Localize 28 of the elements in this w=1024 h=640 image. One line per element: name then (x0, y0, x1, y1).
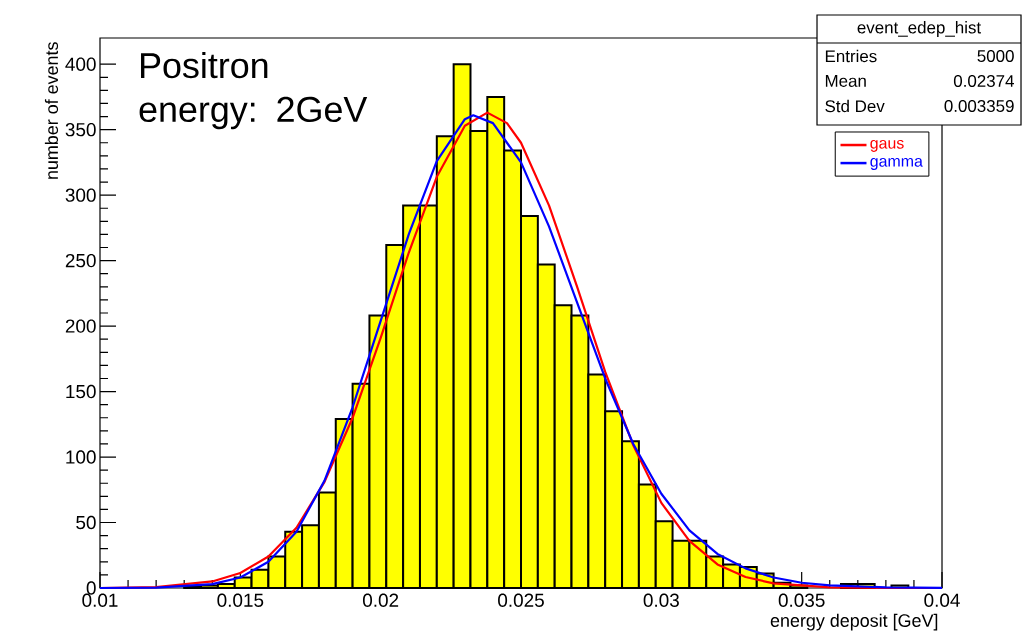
text: 5000 (977, 49, 1014, 62)
annotation: Positron energy: 2GeV (139, 51, 368, 130)
x-tick-label: 0.03 (643, 593, 679, 607)
x-tick-label: 0.04 (924, 593, 960, 607)
text: 0.02374 (953, 74, 1014, 87)
x-tick-label: 0.035 (778, 593, 825, 607)
y-tick-label: 150 (66, 384, 96, 399)
y-tick-label: 350 (65, 122, 96, 137)
y-tick-label: 250 (65, 253, 96, 268)
y-tick-label: 0 (86, 581, 96, 595)
annotation: Entries (825, 49, 877, 63)
legend-label: gamma (870, 158, 923, 170)
x-tick-label: 0.025 (498, 593, 544, 607)
y-tick-label: 400 (65, 57, 96, 71)
x-axis-title: energy deposit [GeV] (770, 613, 938, 631)
x-tick-label: 0.02 (362, 593, 399, 607)
y-tick-label: 300 (65, 188, 96, 202)
y-axis-title: number of events (44, 42, 59, 179)
x-tick-label: 0.015 (217, 593, 264, 607)
y-tick-label: 200 (65, 319, 96, 333)
text: 0.003359 (944, 99, 1014, 112)
y-tick-label: 100 (66, 450, 96, 464)
annotation: Std Dev (825, 99, 885, 113)
legend-label: gaus (870, 139, 904, 152)
y-tick-label: 50 (76, 515, 96, 530)
text: event_edep_hist (857, 21, 982, 37)
annotation: Mean (825, 75, 866, 87)
x-tick-label: 0.01 (82, 593, 118, 607)
